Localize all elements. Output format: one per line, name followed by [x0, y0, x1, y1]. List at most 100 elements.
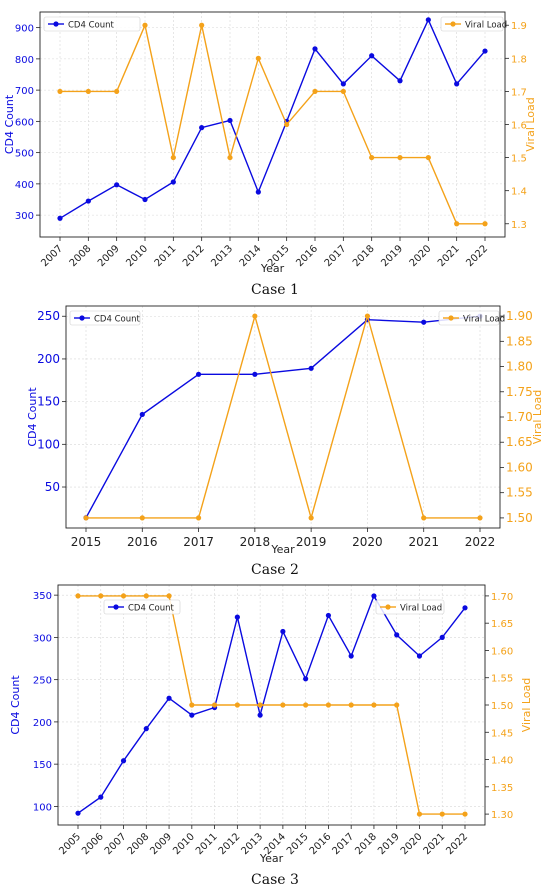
y2-tick-label: 1.70 — [506, 410, 533, 424]
chart-caption: Case 3 — [251, 872, 299, 888]
viral-load-point — [83, 515, 89, 521]
cd4-point — [348, 653, 354, 659]
cd4-point — [139, 411, 145, 418]
y2-tick-label: 1.8 — [511, 54, 527, 65]
y-tick-label: 250 — [33, 676, 52, 687]
chart-case-3: 100 150 200 250 300 350 1.30 1.35 1.40 1.45 1.50 1.… — [9, 584, 533, 888]
chart-caption: Case 2 — [251, 562, 299, 578]
legend-label: Viral Load — [463, 315, 505, 325]
legend-label: Viral Load — [400, 604, 442, 614]
x-tick-label: 2008 — [126, 831, 152, 857]
x-tick-label: 2017 — [331, 831, 357, 857]
cd4-point — [421, 319, 427, 325]
cd4-point — [98, 794, 104, 800]
y2-tick-label: 1.65 — [491, 619, 513, 630]
y2-tick-label: 1.90 — [506, 309, 533, 323]
legend-marker-swatch — [448, 315, 454, 321]
cd4-point — [280, 628, 286, 635]
legend-cd4: CD4 Count — [43, 16, 141, 32]
legend-cd4: CD4 Count — [103, 599, 181, 615]
y2-tick-label: 1.30 — [491, 810, 513, 821]
x-tick-label: 2019 — [376, 831, 402, 857]
viral-load-line — [78, 595, 465, 815]
x-tick-label: 2010 — [124, 243, 150, 269]
x-tick-label: 2011 — [194, 831, 220, 857]
plot-frame — [39, 11, 506, 238]
gridlines — [40, 12, 505, 237]
viral-load-point — [57, 88, 63, 95]
viral-load-point — [252, 313, 258, 319]
x-tick-label: 2020 — [399, 831, 425, 857]
x-tick-label: 2016 — [127, 535, 158, 549]
x-tick-label: 2008 — [68, 243, 94, 269]
y-axis-label: CD4 Count — [3, 94, 16, 154]
x-tick-label: 2018 — [351, 243, 377, 269]
cd4-point — [454, 81, 460, 87]
y-tick-label: 700 — [15, 86, 34, 97]
cd4-point — [325, 612, 332, 619]
y2-tick-label: 1.85 — [506, 334, 533, 348]
y-tick-label: 300 — [33, 633, 52, 644]
x-tick-label: 2012 — [181, 243, 207, 269]
cd4-point — [257, 712, 263, 718]
y2-tick-label: 1.60 — [506, 460, 533, 474]
cd4-point — [308, 365, 314, 371]
chart-case-1: 300 400 500 600 700 800 900 1.3 1.4 1.5 1.6 1.7 1.8 1… — [3, 11, 537, 298]
y-axis-label: CD4 Count — [9, 675, 22, 735]
y2-tick-label: 1.80 — [506, 360, 533, 374]
viral-load-line — [60, 22, 485, 225]
viral-load-point — [195, 515, 202, 521]
cd4-point — [143, 726, 149, 732]
legend-label: CD4 Count — [94, 315, 141, 325]
y2-tick-label: 1.60 — [491, 646, 513, 657]
cd4-point — [195, 371, 202, 377]
y2-tick-label: 1.55 — [506, 486, 533, 500]
y-tick-label: 200 — [37, 352, 60, 366]
legend-box — [43, 16, 141, 32]
x-tick-label: 2019 — [379, 243, 405, 269]
y-tick-label: 100 — [37, 437, 60, 451]
x-tick-label: 2019 — [296, 535, 327, 549]
x-tick-label: 2020 — [408, 243, 434, 269]
y-tick-label: 400 — [15, 180, 34, 191]
cd4-point — [439, 634, 445, 640]
y2-tick-label: 1.70 — [491, 592, 513, 603]
x-tick-label: 2018 — [240, 535, 271, 549]
legend-box — [103, 599, 181, 615]
viral-load-point — [189, 702, 195, 708]
viral-load-series — [75, 593, 468, 817]
viral-load-point — [348, 702, 354, 708]
legend-marker-swatch — [113, 604, 119, 610]
cd4-point — [227, 117, 233, 124]
viral-load-point — [312, 88, 318, 95]
viral-load-point — [454, 221, 460, 227]
chart-caption: Case 1 — [251, 282, 299, 298]
viral-load-point — [75, 593, 81, 599]
cd4-line — [59, 18, 486, 219]
cd4-series — [57, 17, 488, 221]
viral-load-point — [255, 55, 261, 61]
viral-load-point — [257, 702, 263, 708]
y2-tick-label: 1.7 — [511, 87, 527, 98]
y-tick-label: 500 — [15, 149, 34, 160]
x-axis-label: Year — [260, 262, 285, 275]
y2-tick-label: 1.4 — [511, 187, 527, 198]
y-tick-label: 600 — [15, 117, 34, 128]
x-tick-label: 2018 — [353, 831, 379, 857]
cd4-point — [371, 593, 377, 599]
y-axis-label: CD4 Count — [26, 387, 39, 447]
y2-tick-label: 1.6 — [511, 121, 527, 132]
y-tick-label: 50 — [45, 480, 60, 494]
x-tick-label: 2021 — [422, 831, 448, 857]
x-tick-label: 2017 — [183, 535, 214, 549]
viral-load-point — [364, 313, 371, 319]
viral-load-point — [284, 121, 290, 128]
y2-tick-label: 1.5 — [511, 154, 527, 165]
x-tick-label: 2016 — [294, 243, 320, 269]
y2-tick-label: 1.35 — [491, 783, 513, 794]
viral-load-point — [166, 593, 172, 599]
cd4-point — [482, 48, 488, 54]
x-tick-label: 2007 — [39, 243, 65, 269]
y2-tick-label: 1.75 — [506, 385, 533, 399]
